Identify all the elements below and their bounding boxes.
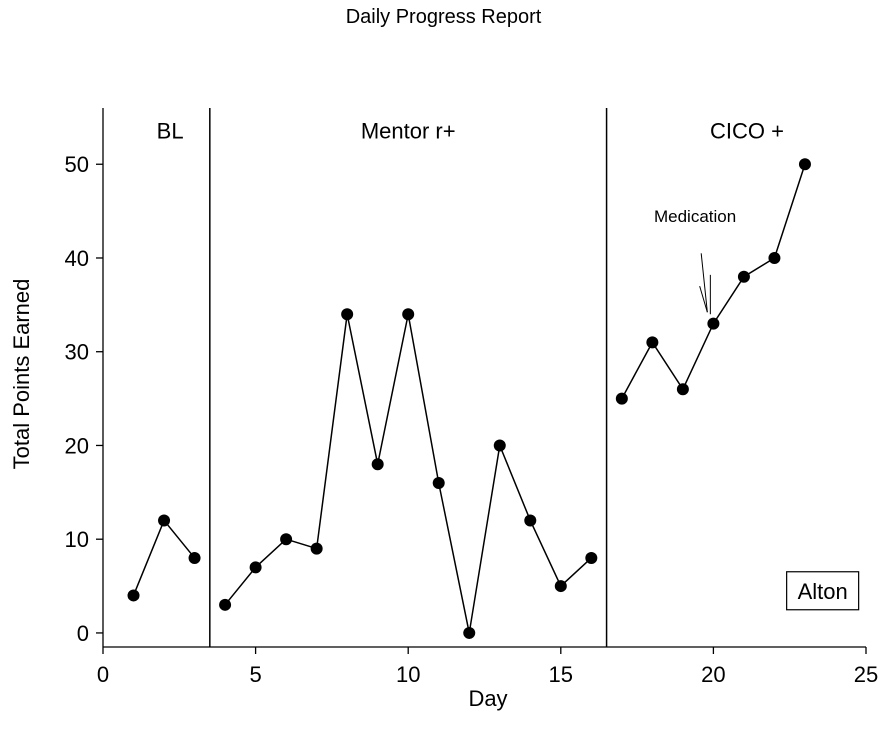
data-point: [310, 542, 323, 555]
data-point: [585, 551, 598, 564]
data-point: [615, 392, 628, 405]
phase-label: CICO +: [710, 118, 784, 143]
series-line: [132, 518, 196, 596]
phase-label: Mentor r+: [361, 118, 456, 143]
chart-title: Daily Progress Report: [345, 6, 542, 28]
data-point: [280, 533, 293, 546]
y-tick-label: 50: [65, 152, 89, 177]
data-point: [737, 270, 750, 283]
participant-label-box: [786, 571, 860, 611]
data-point: [402, 308, 415, 321]
data-point: [127, 589, 140, 602]
annotation-arrow: [700, 253, 708, 313]
data-point: [646, 336, 659, 349]
series-line: [621, 164, 806, 399]
data-point: [798, 158, 811, 171]
y-tick-label: 30: [65, 340, 89, 365]
data-point: [554, 580, 567, 593]
data-point: [219, 598, 232, 611]
data-point: [524, 514, 537, 527]
series-line: [224, 314, 592, 634]
x-tick-label: 0: [97, 662, 109, 687]
data-point: [768, 251, 781, 264]
y-tick-label: 10: [65, 527, 89, 552]
phase-label: BL: [157, 118, 184, 143]
data-point: [371, 458, 384, 471]
annotation-text: Medication: [654, 207, 736, 226]
data-point: [188, 551, 201, 564]
x-axis-label: Day: [468, 686, 508, 711]
y-tick-label: 20: [65, 433, 89, 458]
annotation-arrow-head: [699, 285, 708, 313]
y-tick-label: 0: [77, 621, 89, 646]
participant-label: Alton: [798, 579, 848, 604]
data-point: [158, 514, 171, 527]
data-point: [463, 626, 476, 639]
y-tick-label: 40: [65, 246, 89, 271]
data-point: [676, 383, 689, 396]
x-tick-label: 10: [396, 662, 420, 687]
x-tick-label: 5: [249, 662, 261, 687]
data-point: [707, 317, 720, 330]
x-tick-label: 20: [701, 662, 725, 687]
data-point: [341, 308, 354, 321]
x-tick-label: 25: [854, 662, 878, 687]
data-point: [493, 439, 506, 452]
data-point: [432, 476, 445, 489]
x-tick-label: 15: [549, 662, 573, 687]
data-point: [249, 561, 262, 574]
